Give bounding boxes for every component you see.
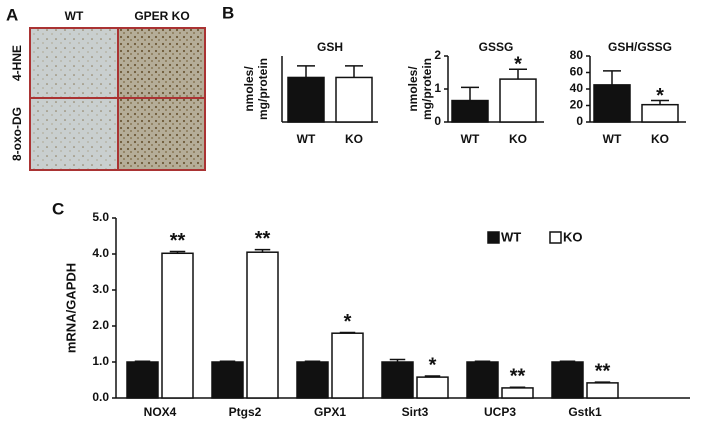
y-tick-label: 5.0 <box>92 210 109 224</box>
image-border <box>29 27 206 171</box>
y-tick-label: 4.0 <box>92 246 109 260</box>
x-tick-label: KO <box>651 132 669 146</box>
bar <box>641 103 679 123</box>
bar <box>161 252 194 399</box>
micrographs <box>29 27 206 171</box>
x-tick-label: Ptgs2 <box>229 405 262 419</box>
y-tick-label: 20 <box>570 98 584 112</box>
error-bar <box>461 86 479 101</box>
bar <box>331 332 364 399</box>
legend-swatch <box>549 231 562 244</box>
bar <box>381 361 414 399</box>
image-ko-4hne <box>118 28 205 98</box>
bar <box>287 76 325 123</box>
bar <box>335 76 373 123</box>
y-tick-label: 80 <box>570 48 584 62</box>
bar <box>499 78 537 123</box>
y-tick-label: 1 <box>434 81 441 95</box>
bar <box>593 84 631 123</box>
y-tick-label: 40 <box>570 81 584 95</box>
y-axis-label: mg/protein <box>256 58 270 120</box>
x-tick-label: KO <box>509 132 527 146</box>
panel-label: B <box>222 3 234 22</box>
significance: * <box>429 354 437 376</box>
bar <box>296 361 329 399</box>
bar <box>211 361 244 399</box>
error-bar <box>389 358 406 362</box>
x-tick-label: KO <box>345 132 363 146</box>
y-axis-label: nmoles/ <box>242 66 256 112</box>
y-tick-label: 1.0 <box>92 354 109 368</box>
bar <box>466 361 499 399</box>
y-tick-label: 2.0 <box>92 318 109 332</box>
error-bar <box>345 65 363 78</box>
x-tick-label: Sirt3 <box>402 405 429 419</box>
significance: ** <box>255 228 271 250</box>
legend-swatch <box>487 231 500 244</box>
x-tick-label: WT <box>461 132 480 146</box>
y-tick-label: 0.0 <box>92 390 109 404</box>
error-bar <box>304 360 321 363</box>
legend-label: WT <box>501 229 521 244</box>
y-tick-label: 2 <box>434 48 441 62</box>
x-tick-label: WT <box>297 132 316 146</box>
y-axis-label: mRNA/GAPDH <box>63 263 78 353</box>
image-wt-8oxo <box>30 98 118 170</box>
significance: ** <box>510 365 526 387</box>
y-tick-label: 0 <box>434 114 441 128</box>
error-bar <box>134 360 151 363</box>
panel-label: A <box>6 5 18 24</box>
row-label: 4-HNE <box>10 45 24 81</box>
significance: * <box>514 53 522 75</box>
y-axis-label: nmoles/ <box>406 66 420 112</box>
x-tick-label: NOX4 <box>144 405 177 419</box>
chart-title: GSSG <box>479 40 514 54</box>
row-label: 8-oxo-DG <box>10 107 24 161</box>
error-bar <box>254 248 271 253</box>
chart-title: GSH <box>317 40 343 54</box>
chart-title: GSH/GSSG <box>608 40 672 54</box>
error-bar <box>603 70 621 85</box>
bar <box>126 361 159 399</box>
error-bar <box>424 375 441 378</box>
error-bar <box>594 381 611 383</box>
y-axis-label: mg/protein <box>420 58 434 120</box>
bar <box>551 361 584 399</box>
y-tick-label: 60 <box>570 65 584 79</box>
bar <box>246 251 279 399</box>
x-tick-label: WT <box>603 132 622 146</box>
error-bar <box>651 99 669 105</box>
error-bar <box>474 360 491 363</box>
x-tick-label: GPX1 <box>314 405 346 419</box>
error-bar <box>559 360 576 363</box>
significance: ** <box>170 230 186 252</box>
legend-label: KO <box>563 229 583 244</box>
panel-label: C <box>52 199 64 218</box>
image-ko-8oxo <box>118 98 205 170</box>
bar <box>451 99 489 123</box>
image-wt-4hne <box>30 28 118 98</box>
x-tick-label: UCP3 <box>484 405 516 419</box>
column-label: GPER KO <box>134 9 189 23</box>
x-tick-label: Gstk1 <box>568 405 602 419</box>
error-bar <box>219 360 236 363</box>
bar <box>416 376 449 399</box>
significance: ** <box>595 360 611 382</box>
y-tick-label: 3.0 <box>92 282 109 296</box>
y-tick-label: 0 <box>576 114 583 128</box>
significance: * <box>344 311 352 333</box>
error-bar <box>339 331 356 334</box>
error-bar <box>509 68 527 80</box>
bar <box>501 387 534 399</box>
significance: * <box>656 85 664 107</box>
column-label: WT <box>65 9 84 23</box>
bar <box>586 382 619 399</box>
error-bar <box>509 386 526 388</box>
error-bar <box>297 65 315 78</box>
error-bar <box>169 250 186 254</box>
